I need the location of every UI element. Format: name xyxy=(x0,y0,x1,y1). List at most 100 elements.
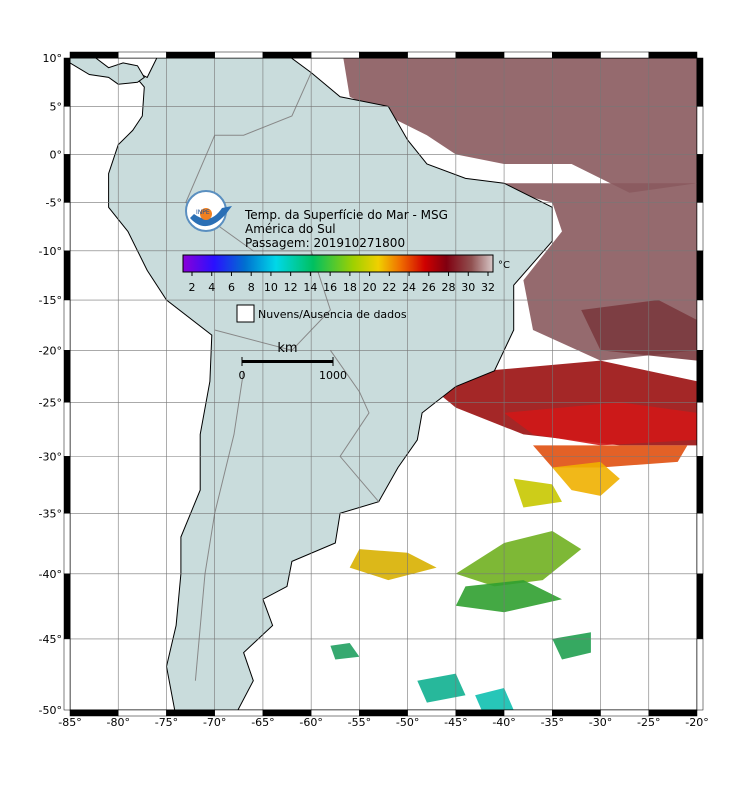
legend-swatch xyxy=(236,304,255,323)
land xyxy=(70,58,145,85)
lat-tick-label: -45° xyxy=(39,633,62,646)
colorbar-tick-label: 22 xyxy=(382,281,396,294)
sst-patch xyxy=(455,531,582,587)
lat-tick-label: -30° xyxy=(39,450,62,463)
sst-patch xyxy=(349,549,437,581)
frame-segment xyxy=(503,51,553,59)
frame-segment xyxy=(63,573,71,640)
lon-tick-label: -60° xyxy=(299,716,322,729)
frame-segment xyxy=(648,51,698,59)
frame-segment xyxy=(166,51,215,59)
legend-label: Nuvens/Ausencia de dados xyxy=(258,308,407,321)
lat-tick-label: -10° xyxy=(39,245,62,258)
scale-bar-bar xyxy=(242,360,333,363)
colorbar-tick-label: 20 xyxy=(363,281,377,294)
colorbar-tick-label: 16 xyxy=(323,281,337,294)
frame-segment xyxy=(552,51,601,59)
colorbar-tick-label: 14 xyxy=(303,281,317,294)
sst-patch xyxy=(581,300,697,361)
frame-segment xyxy=(63,202,71,252)
lon-tick-label: -85° xyxy=(58,716,81,729)
lat-tick-label: -5° xyxy=(46,196,62,209)
lon-tick-label: -20° xyxy=(685,716,708,729)
lat-tick-label: -40° xyxy=(39,568,62,581)
lon-tick-label: -65° xyxy=(251,716,274,729)
axis-labels: -85° -80° -75° -70° -65° -60° -55° -50° -45° -40°… xyxy=(39,52,709,729)
sst-patch xyxy=(552,461,620,496)
lat-tick-label: 10° xyxy=(43,52,63,65)
colorbar-tick-label: 32 xyxy=(481,281,495,294)
frame-segment xyxy=(407,51,457,59)
lon-tick-label: -50° xyxy=(396,716,419,729)
title-line: Passagem: 201910271800 xyxy=(245,236,405,250)
lon-tick-label: -35° xyxy=(541,716,564,729)
scale-bar-unit: km xyxy=(277,341,297,356)
frame-segment xyxy=(696,106,704,155)
lon-tick-label: -70° xyxy=(203,716,226,729)
frame-segment xyxy=(696,299,704,351)
colorbar-tick-label: 24 xyxy=(402,281,416,294)
graticule xyxy=(70,58,697,710)
colorbar-unit: °C xyxy=(498,260,510,271)
colorbar-tick-label: 18 xyxy=(343,281,357,294)
frame-segment xyxy=(63,456,71,514)
lon-tick-label: -75° xyxy=(155,716,178,729)
frame-segment xyxy=(310,51,360,59)
colorbar-tick-label: 8 xyxy=(248,281,255,294)
frame-segment xyxy=(455,51,505,59)
frame-segment xyxy=(696,250,704,301)
frame-segment xyxy=(696,402,704,457)
lat-tick-label: -50° xyxy=(39,704,62,717)
frame-segment xyxy=(214,51,264,59)
frame-segment xyxy=(63,638,71,711)
frame-segment xyxy=(696,350,704,403)
logo-text: INPE xyxy=(196,209,210,216)
frame-segment xyxy=(63,513,71,575)
lat-tick-label: -25° xyxy=(39,396,62,409)
frame-segment xyxy=(696,202,704,252)
scale-bar: km 0 1000 xyxy=(239,341,348,382)
lon-tick-label: -30° xyxy=(589,716,612,729)
frame-segment xyxy=(117,51,167,59)
frame-ticks xyxy=(63,51,704,717)
colorbar-tick-label: 10 xyxy=(264,281,278,294)
frame-segment xyxy=(600,51,650,59)
lon-tick-label: -45° xyxy=(444,716,467,729)
colorbar-tick-label: 4 xyxy=(208,281,215,294)
frame-segment xyxy=(696,573,704,640)
title-line: Temp. da Superfície do Mar - MSG xyxy=(244,208,448,222)
border xyxy=(329,350,380,503)
lat-tick-label: -20° xyxy=(39,344,62,357)
frame-segment xyxy=(648,709,698,717)
logo: INPE xyxy=(185,190,232,232)
frame-segment xyxy=(696,154,704,203)
frame-segment xyxy=(359,51,408,59)
frame-segment xyxy=(69,51,119,59)
frame-segment xyxy=(63,402,71,457)
lat-tick-label: 5° xyxy=(50,100,63,113)
scale-bar-label: 1000 xyxy=(319,369,347,382)
frame-segment xyxy=(696,638,704,711)
title-line: América do Sul xyxy=(245,222,336,236)
frame-segment xyxy=(63,350,71,403)
frame-segment xyxy=(63,106,71,155)
frame-segment xyxy=(63,299,71,351)
lon-tick-label: -25° xyxy=(637,716,660,729)
frame-segment xyxy=(262,51,312,59)
sst-patch xyxy=(417,673,466,703)
colorbar-ramp xyxy=(182,254,494,273)
colorbar-tick-label: 30 xyxy=(461,281,475,294)
colorbar-tick-label: 26 xyxy=(422,281,436,294)
lat-tick-label: -35° xyxy=(39,507,62,520)
lon-tick-label: -55° xyxy=(348,716,371,729)
colorbar-tick-label: 28 xyxy=(442,281,456,294)
sst-patch xyxy=(455,580,562,613)
colorbar: 2 4 6 8 10 12 14 16 18 20 22 24 26 28 30 32 xyxy=(182,254,495,294)
frame-segment xyxy=(63,250,71,301)
lon-tick-label: -40° xyxy=(492,716,515,729)
lon-tick-label: -80° xyxy=(106,716,129,729)
colorbar-tick-label: 2 xyxy=(189,281,196,294)
frame-segment xyxy=(63,154,71,203)
frame-segment xyxy=(696,57,704,107)
